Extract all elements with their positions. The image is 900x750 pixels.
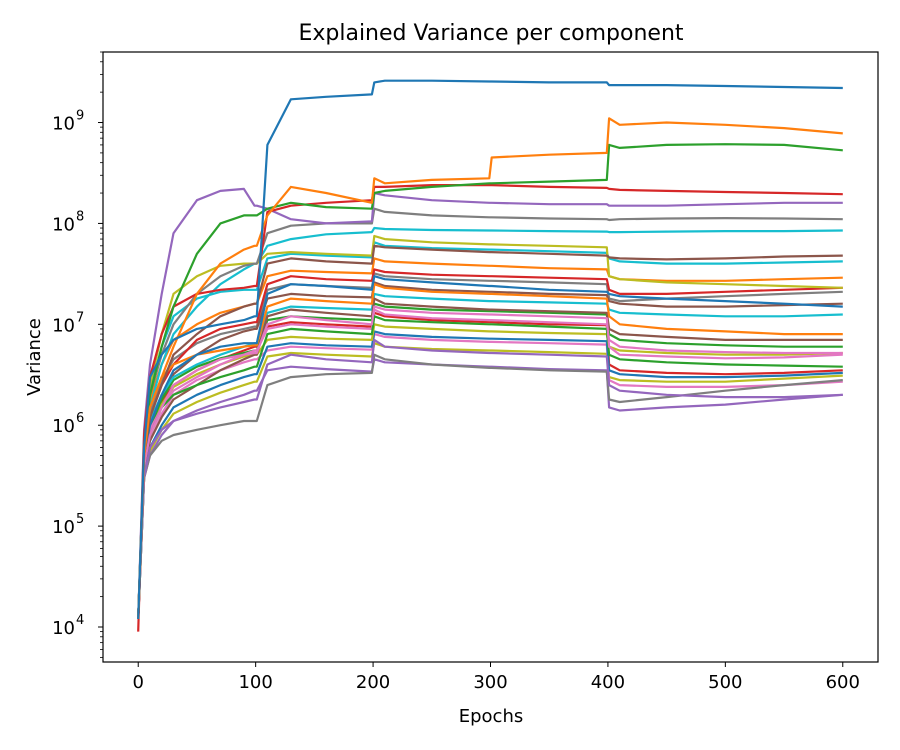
x-tick-label: 200: [356, 672, 390, 693]
x-tick-label: 600: [826, 672, 860, 693]
x-tick-label: 0: [133, 672, 144, 693]
y-tick-label: 10: [52, 517, 75, 538]
y-tick-label-exponent: 8: [76, 209, 84, 224]
x-tick-label: 300: [473, 672, 507, 693]
y-tick-label-exponent: 7: [76, 310, 84, 325]
series-line-14: [137, 268, 843, 620]
y-tick-label: 10: [52, 315, 75, 336]
x-tick-label: 100: [238, 672, 272, 693]
x-tick-label: 500: [708, 672, 742, 693]
y-tick-label-exponent: 4: [76, 613, 84, 628]
series-line-5: [137, 187, 843, 620]
series-line-2: [137, 117, 843, 620]
y-tick-label-exponent: 6: [76, 411, 84, 426]
series-line-27: [137, 333, 843, 620]
y-tick-label-exponent: 9: [76, 109, 84, 124]
series-line-15: [137, 338, 843, 620]
series-line-3: [137, 143, 843, 620]
series-line-25: [137, 358, 843, 620]
x-tick-label: 400: [591, 672, 625, 693]
series-line-22: [137, 257, 843, 620]
series-line-13: [137, 315, 843, 620]
series-line-21: [137, 330, 843, 620]
y-tick-label-exponent: 5: [76, 512, 84, 527]
y-tick-label: 10: [52, 416, 75, 437]
series-line-18: [137, 353, 843, 620]
y-tick-label: 10: [52, 114, 75, 135]
y-tick-label: 10: [52, 618, 75, 639]
series-line-7: [137, 305, 843, 620]
x-axis-label: Epochs: [459, 706, 524, 727]
chart-title: Explained Variance per component: [298, 21, 683, 46]
series-line-12: [137, 283, 843, 620]
series-line-11: [137, 275, 843, 620]
x-axis-ticks: 0 100 200 300 400 500 600: [133, 662, 860, 693]
series-lines: [137, 79, 843, 632]
series-line-19: [137, 323, 843, 620]
series-line-1: [137, 79, 843, 620]
series-line-8: [137, 207, 843, 620]
y-axis-label: Variance: [24, 318, 45, 396]
series-line-6: [137, 244, 843, 620]
series-line-29: [137, 342, 843, 620]
series-line-10: [137, 226, 843, 620]
series-line-30: [137, 241, 843, 620]
y-tick-label: 10: [52, 214, 75, 235]
